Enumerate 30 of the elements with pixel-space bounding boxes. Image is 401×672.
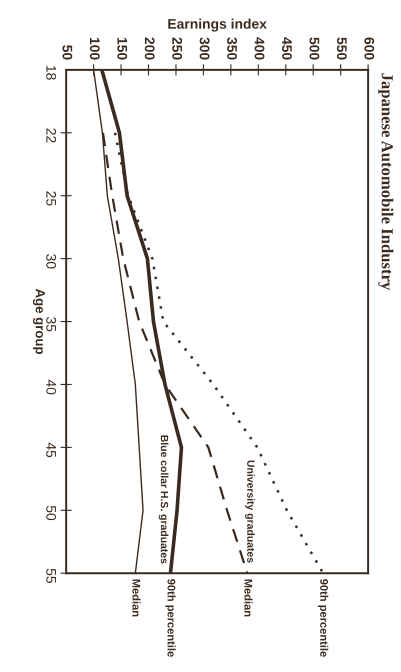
x-axis-title: Earnings index <box>168 18 267 32</box>
x-tick-label: 250 <box>172 37 182 60</box>
y-tick-label: 22 <box>46 128 56 143</box>
text: Median <box>132 580 141 616</box>
y-tick-label: 30 <box>46 254 56 269</box>
x-tick-label: 350 <box>227 37 237 60</box>
y-tick-label: 45 <box>46 442 56 458</box>
x-tick-label: 450 <box>282 37 292 60</box>
x-tick-label: 150 <box>117 38 128 60</box>
x-tick-label: 550 <box>336 37 347 60</box>
annotation: Blue collar H.S. graduates <box>158 435 168 564</box>
annotation: University graduates <box>245 460 255 563</box>
x-tick-label: 50 <box>62 45 72 60</box>
text: 90th percentile <box>165 579 176 657</box>
y-tick-label: 40 <box>46 380 56 394</box>
x-tick-label: 500 <box>309 37 320 60</box>
text: Median <box>244 580 253 616</box>
x-tick-label: 600 <box>364 38 374 60</box>
y-tick-label: 50 <box>46 506 56 520</box>
y-tick-label: 18 <box>46 66 56 80</box>
x-tick-label: 300 <box>200 37 210 60</box>
y-tick-label: 25 <box>46 191 56 206</box>
text: 90th percentile <box>318 579 328 657</box>
y-tick-label: 35 <box>46 317 56 332</box>
text: Japanese Automobile Industry <box>378 73 394 290</box>
x-tick-label: 400 <box>254 37 264 60</box>
y-axis-title: Age group <box>32 288 45 354</box>
x-tick-label: 200 <box>144 37 155 60</box>
x-tick-label: 100 <box>90 38 100 60</box>
y-tick-label: 55 <box>46 568 56 584</box>
